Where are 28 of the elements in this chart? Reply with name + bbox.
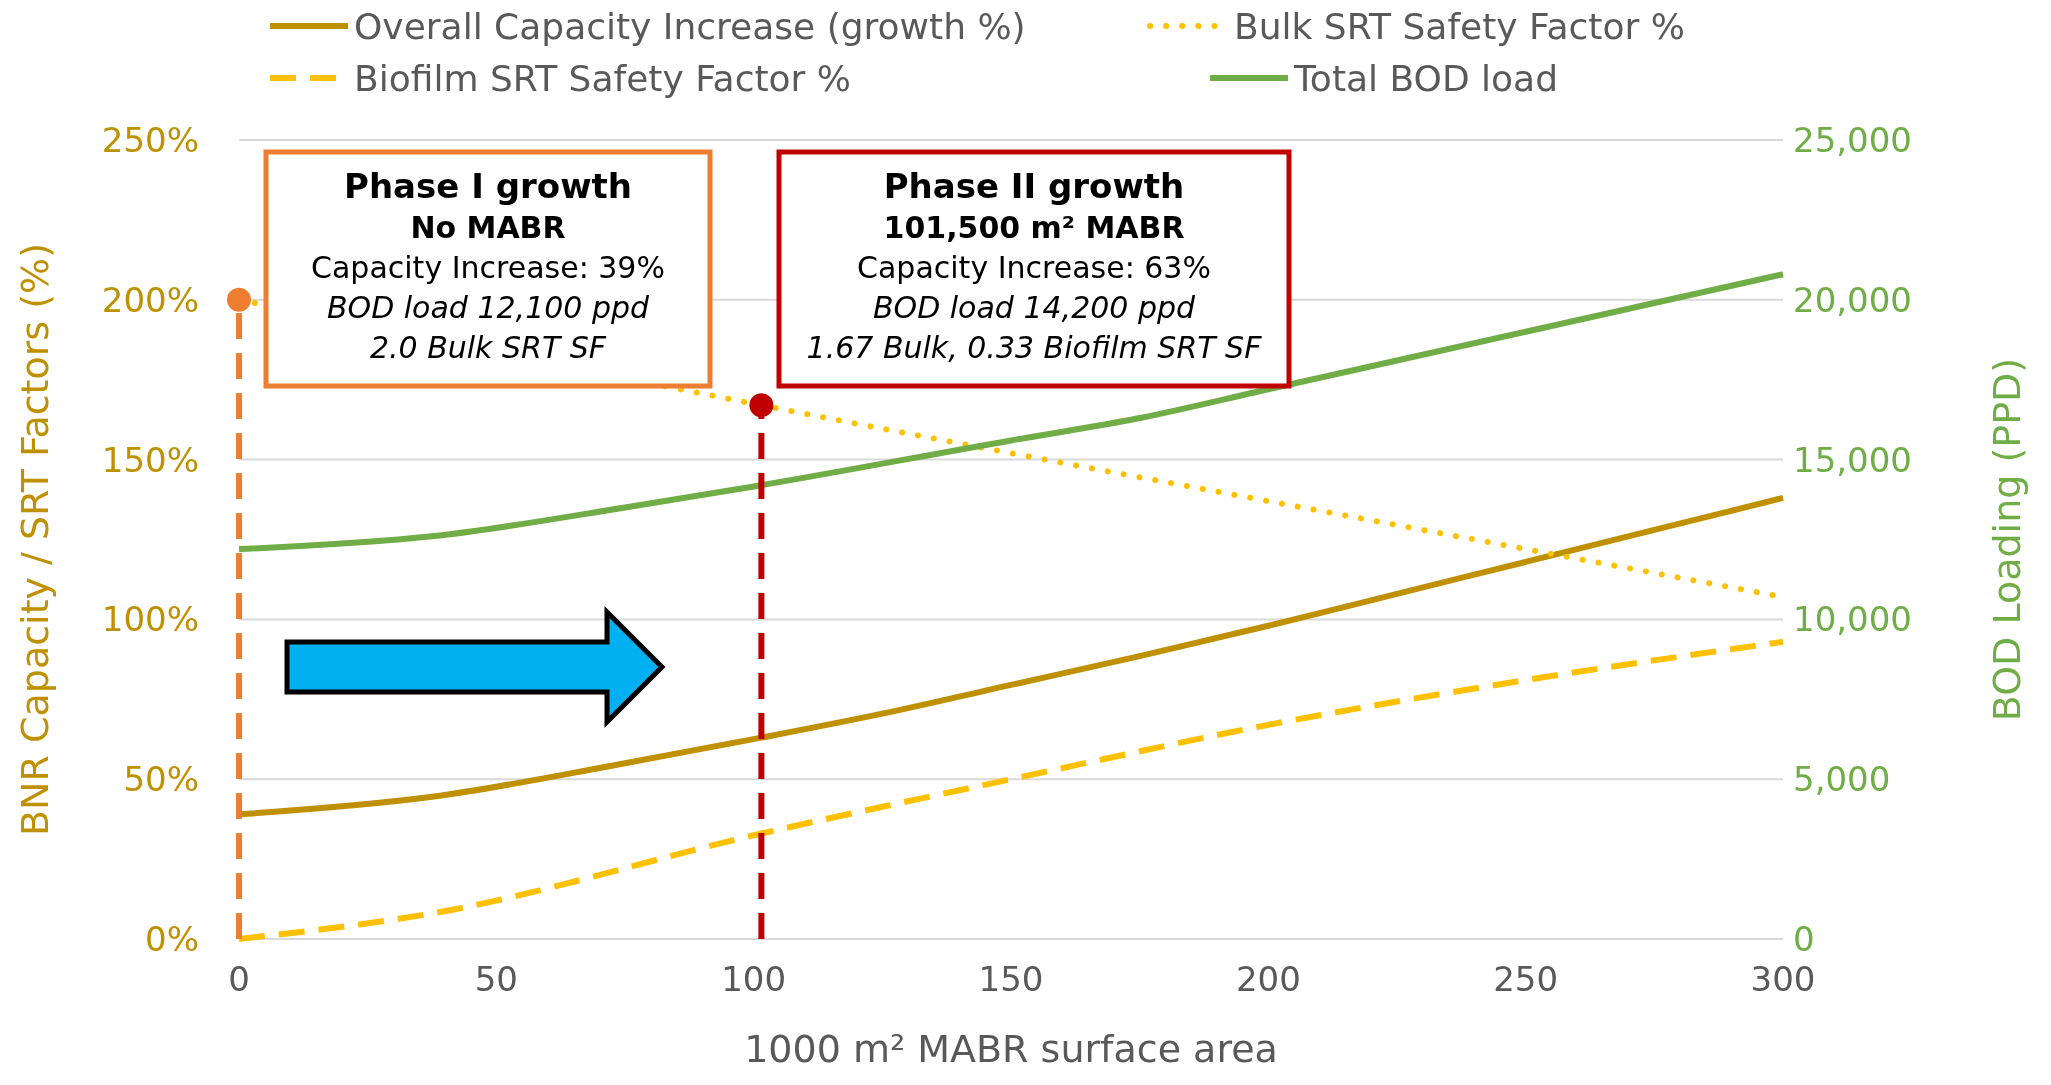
x-axis-title: 1000 m² MABR surface area [744, 1027, 1278, 1071]
x-tick-label: 150 [978, 959, 1044, 999]
x-tick-label: 100 [721, 959, 787, 999]
y2-tick-label: 15,000 [1793, 439, 1912, 480]
legend-label: Biofilm SRT Safety Factor % [354, 57, 852, 99]
y-tick-label: 200% [101, 279, 199, 320]
y2-tick-label: 10,000 [1793, 599, 1912, 640]
y2-tick-label: 25,000 [1793, 119, 1912, 160]
x-tick-label: 200 [1235, 959, 1301, 999]
y-tick-label: 150% [101, 439, 199, 480]
y2-axis-title: BOD Loading (PPD) [1985, 357, 2029, 722]
y-tick-label: 100% [101, 599, 199, 640]
y2-tick-label: 5,000 [1793, 759, 1891, 800]
y-tick-label: 250% [101, 119, 199, 160]
x-tick-label: 0 [228, 959, 250, 999]
annotation: Phase II growth 101,500 m² MABR Capacity Increase: 63% BOD load 14,200 ppd 1.67 Bulk, 0.33 Biofilm SRT SF [806, 166, 1263, 365]
legend-label: Total BOD load [1293, 57, 1559, 99]
legend-label: Bulk SRT Safety Factor % [1234, 5, 1685, 47]
y-axis-title: BNR Capacity / SRT Factors (%) [13, 242, 57, 837]
x-tick-label: 300 [1750, 959, 1816, 999]
x-tick-label: 250 [1493, 959, 1559, 999]
y-tick-label: 50% [123, 759, 199, 800]
legend-label: Overall Capacity Increase (growth %) [354, 5, 1026, 47]
y2-tick-label: 0 [1793, 918, 1815, 959]
x-tick-label: 50 [474, 959, 518, 999]
y-tick-label: 0% [145, 918, 199, 959]
annotation: Phase I growth No MABR Capacity Increase: 39% BOD load 12,100 ppd 2.0 Bulk SRT SF [311, 166, 665, 365]
y2-tick-label: 20,000 [1793, 279, 1912, 320]
